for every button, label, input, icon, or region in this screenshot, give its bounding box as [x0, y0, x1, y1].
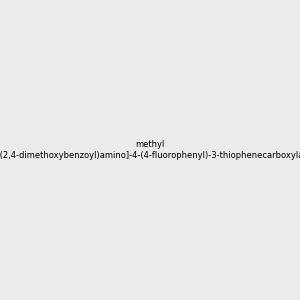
Text: methyl 2-[(2,4-dimethoxybenzoyl)amino]-4-(4-fluorophenyl)-3-thiophenecarboxylate: methyl 2-[(2,4-dimethoxybenzoyl)amino]-4…: [0, 140, 300, 160]
